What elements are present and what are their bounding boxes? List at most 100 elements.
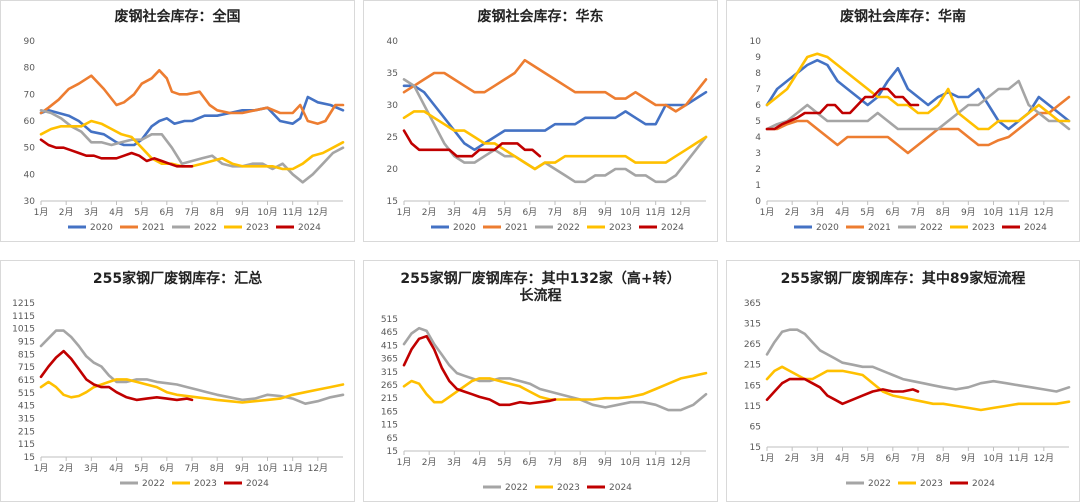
chart-svg: 15 215 415 615 815 1015 1215 1115 915 715 515 315 11… [12, 299, 345, 489]
x-tick-label: 10月 [983, 207, 1003, 218]
x-tick-label: 10月 [257, 207, 277, 218]
legend-label-2024: 2024 [609, 483, 632, 493]
y-tick-label: 30 [387, 101, 399, 111]
x-tick-label: 9月 [235, 207, 250, 218]
x-tick-label: 9月 [598, 457, 613, 468]
x-tick-label: 12月 [1034, 453, 1054, 464]
y-tick-label: 25 [387, 133, 398, 143]
series-line-2022 [402, 326, 708, 412]
y-tick-label: 4 [755, 133, 761, 143]
chart-svg: 0 1 2 3 4 5 6 7 8 9 10 1月 2月 3月 4月 5月 6月 7月 8月 9月 10月 11月 12月 2… [750, 37, 1071, 233]
y-tick-label: 265 [381, 381, 398, 391]
chart-svg: 15 65 115 165 215 265 315 365 1月 2月 3月 4月 5月 6月 7月 8月 9月… [744, 299, 1071, 489]
x-tick-label: 11月 [1008, 207, 1028, 218]
y-tick-label: 90 [24, 37, 36, 47]
y-tick-label: 365 [744, 299, 761, 309]
series-line-2024 [402, 334, 557, 407]
x-tick-label: 9月 [235, 463, 250, 474]
x-tick-label: 8月 [210, 207, 225, 218]
x-tick-label: 4月 [472, 207, 487, 218]
chart-title: 255家钢厂废钢库存：其中89家短流程 [780, 271, 1026, 287]
y-tick-label: 915 [18, 338, 35, 348]
x-tick-label: 4月 [835, 453, 850, 464]
x-tick-label: 2月 [422, 457, 437, 468]
legend-label-2023: 2023 [246, 223, 269, 233]
x-tick-label: 5月 [860, 207, 875, 218]
legend-label-2024: 2024 [298, 223, 321, 233]
x-tick-label: 10月 [983, 453, 1003, 464]
y-tick-label: 2 [755, 165, 761, 175]
chart-title: 废钢社会库存：华南 [840, 9, 966, 25]
y-tick-label: 315 [18, 415, 35, 425]
legend-label-2022: 2022 [868, 479, 891, 489]
x-tick-label: 12月 [671, 457, 691, 468]
series-line-2023 [402, 110, 708, 171]
x-tick-label: 10月 [620, 457, 640, 468]
legend-label-2020: 2020 [90, 223, 113, 233]
y-tick-label: 815 [18, 350, 35, 360]
y-tick-label: 70 [24, 90, 36, 100]
legend-label-2022: 2022 [505, 483, 528, 493]
y-tick-label: 365 [381, 355, 398, 365]
y-tick-label: 165 [744, 381, 761, 391]
series-line-2023 [765, 365, 1071, 412]
x-tick-label: 7月 [911, 453, 926, 464]
x-tick-label: 8月 [210, 463, 225, 474]
y-tick-label: 50 [24, 144, 36, 154]
legend-label-2023: 2023 [972, 223, 995, 233]
x-tick-label: 7月 [185, 463, 200, 474]
x-tick-label: 1月 [34, 207, 49, 218]
x-tick-label: 10月 [620, 207, 640, 218]
x-tick-label: 6月 [159, 463, 174, 474]
legend-label-2023: 2023 [920, 479, 943, 489]
x-tick-label: 5月 [134, 463, 149, 474]
y-tick-label: 515 [381, 315, 398, 325]
x-tick-label: 8月 [573, 457, 588, 468]
y-tick-label: 40 [387, 37, 399, 47]
x-tick-label: 4月 [109, 463, 124, 474]
x-tick-label: 12月 [1034, 207, 1054, 218]
x-tick-label: 1月 [760, 207, 775, 218]
x-tick-label: 4月 [472, 457, 487, 468]
x-tick-label: 7月 [911, 207, 926, 218]
x-tick-label: 1月 [397, 457, 412, 468]
x-tick-label: 2月 [785, 453, 800, 464]
series-line-2022 [39, 329, 345, 405]
legend-label-2023: 2023 [194, 479, 217, 489]
series-line-2021 [402, 58, 708, 113]
series-line-2020 [39, 95, 345, 147]
series-line-2023 [39, 378, 345, 404]
series-line-2020 [402, 84, 708, 152]
x-tick-label: 3月 [447, 207, 462, 218]
x-tick-label: 11月 [645, 207, 665, 218]
legend-label-2020: 2020 [816, 223, 839, 233]
x-tick-label: 8月 [936, 207, 951, 218]
x-tick-label: 6月 [885, 453, 900, 464]
chart-svg: 15 20 25 30 35 40 1月 2月 3月 4月 5月 6月 7月 8月 9月 10月 11月 12月 2… [387, 37, 708, 233]
chart-panel-255-total: 255家钢厂废钢库存：汇总 15 215 415 615 815 1015 1215 1115… [0, 260, 355, 502]
y-tick-label: 30 [24, 197, 36, 207]
x-tick-label: 7月 [185, 207, 200, 218]
x-tick-label: 2月 [785, 207, 800, 218]
series-line-2023 [402, 371, 708, 404]
chart-title: 废钢社会库存：华东 [477, 9, 604, 25]
x-tick-label: 3月 [810, 453, 825, 464]
x-tick-label: 5月 [134, 207, 149, 218]
y-tick-label: 1015 [12, 325, 35, 335]
x-tick-label: 11月 [645, 457, 665, 468]
y-tick-label: 40 [24, 170, 36, 180]
y-tick-label: 6 [755, 101, 761, 111]
series-line-2022 [402, 78, 708, 184]
chart-panel-east-china: 废钢社会库存：华东 15 20 25 30 35 40 1月 2月 3月 4月 5月 6月 7月 8月 9月… [363, 0, 718, 242]
y-tick-label: 15 [750, 443, 761, 453]
x-tick-label: 7月 [548, 457, 563, 468]
legend-label-2021: 2021 [142, 223, 165, 233]
chart-panel-south-china: 废钢社会库存：华南 0 1 2 3 4 5 6 7 8 9 10 1月 2月 3月 4月 5月 6月 7月 8月 9月… [726, 0, 1080, 242]
y-tick-label: 315 [744, 320, 761, 330]
y-tick-label: 215 [381, 394, 398, 404]
y-tick-label: 215 [18, 427, 35, 437]
chart-panel-national: 废钢社会库存：全国 30 40 50 60 70 80 90 1月 2月 3月 4月 5月 6月 7月 8月… [0, 0, 355, 242]
y-tick-label: 115 [18, 440, 35, 450]
x-tick-label: 5月 [860, 453, 875, 464]
x-tick-label: 2月 [422, 207, 437, 218]
